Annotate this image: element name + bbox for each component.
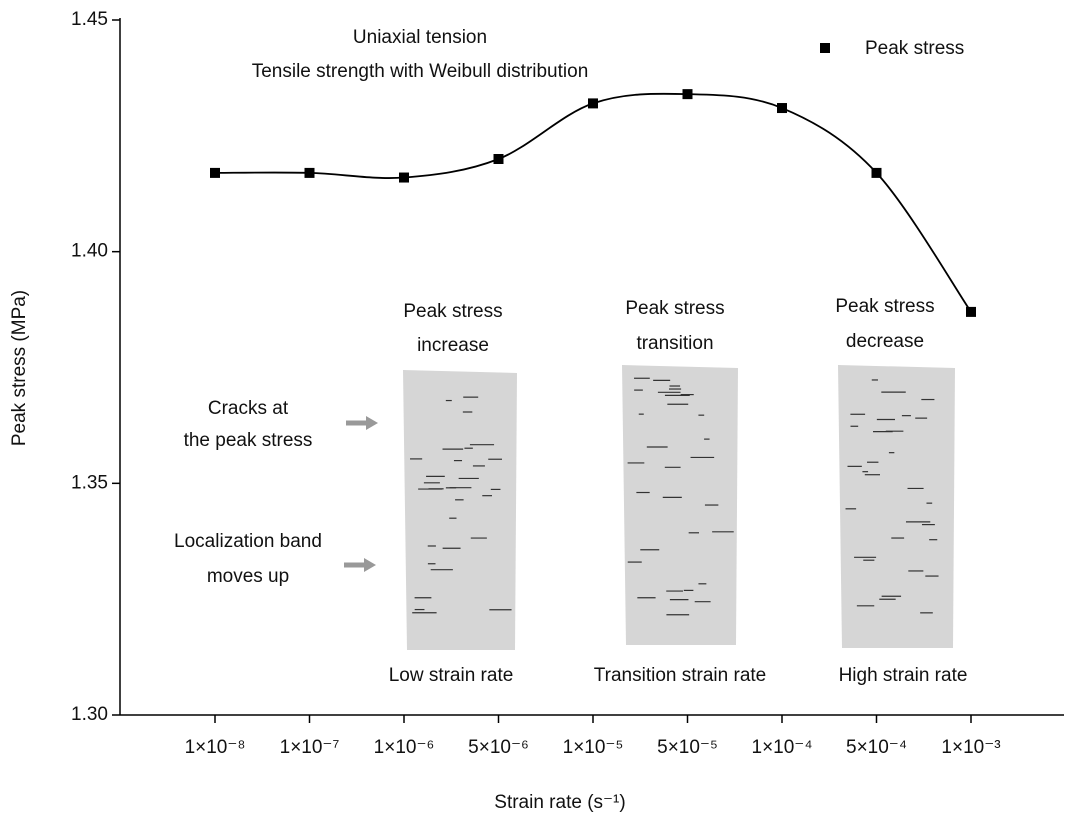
y-tick-label: 1.30 [71, 704, 108, 725]
panel-caption: Low strain rate [389, 665, 514, 686]
side-label: Localization band [174, 531, 322, 552]
point [871, 167, 882, 178]
x-axis-label: Strain rate (s⁻¹) [494, 792, 625, 813]
panel-title: transition [636, 333, 713, 354]
point [304, 167, 315, 178]
point [966, 306, 976, 317]
panel-title: Peak stress [625, 298, 724, 319]
panel-title: Peak stress [835, 296, 934, 317]
x-tick-label: 1×10⁻⁷ [280, 737, 340, 758]
x-tick-label: 5×10⁻⁵ [657, 737, 718, 758]
panel-title: increase [417, 335, 489, 356]
point [210, 167, 220, 178]
y-tick-label: 1.40 [71, 241, 108, 262]
side-label: the peak stress [184, 430, 313, 451]
panel-caption: High strain rate [839, 665, 968, 686]
y-axis-label: Peak stress (MPa) [9, 290, 30, 446]
annotation: Tensile strength with Weibull distributi… [252, 61, 589, 82]
crack-panel [403, 370, 517, 650]
annotation: Uniaxial tension [353, 27, 487, 48]
legend-label: Peak stress [865, 38, 964, 59]
legend-marker [820, 43, 830, 53]
x-tick-label: 1×10⁻⁶ [374, 737, 435, 758]
x-tick-label: 1×10⁻⁸ [185, 737, 246, 758]
fit-curve [214, 92, 972, 313]
point [588, 98, 598, 109]
x-tick-label: 1×10⁻⁴ [752, 737, 813, 758]
side-label: Cracks at [208, 398, 289, 419]
panel-caption: Transition strain rate [594, 665, 766, 686]
y-tick-label: 1.35 [71, 472, 108, 493]
panel-title: Peak stress [403, 301, 502, 322]
point [777, 103, 787, 114]
point [493, 154, 504, 164]
x-tick-label: 1×10⁻⁵ [563, 737, 624, 758]
side-label: moves up [207, 566, 289, 587]
panel-title: decrease [846, 331, 924, 352]
x-tick-label: 5×10⁻⁶ [468, 737, 529, 758]
point [399, 172, 409, 183]
y-tick-label: 1.45 [71, 9, 108, 30]
x-tick-label: 5×10⁻⁴ [846, 737, 907, 758]
crack-panel [838, 365, 955, 648]
arrows [344, 416, 378, 572]
crack-panel [622, 365, 738, 645]
point [682, 89, 693, 100]
x-tick-label: 1×10⁻³ [941, 737, 1000, 758]
